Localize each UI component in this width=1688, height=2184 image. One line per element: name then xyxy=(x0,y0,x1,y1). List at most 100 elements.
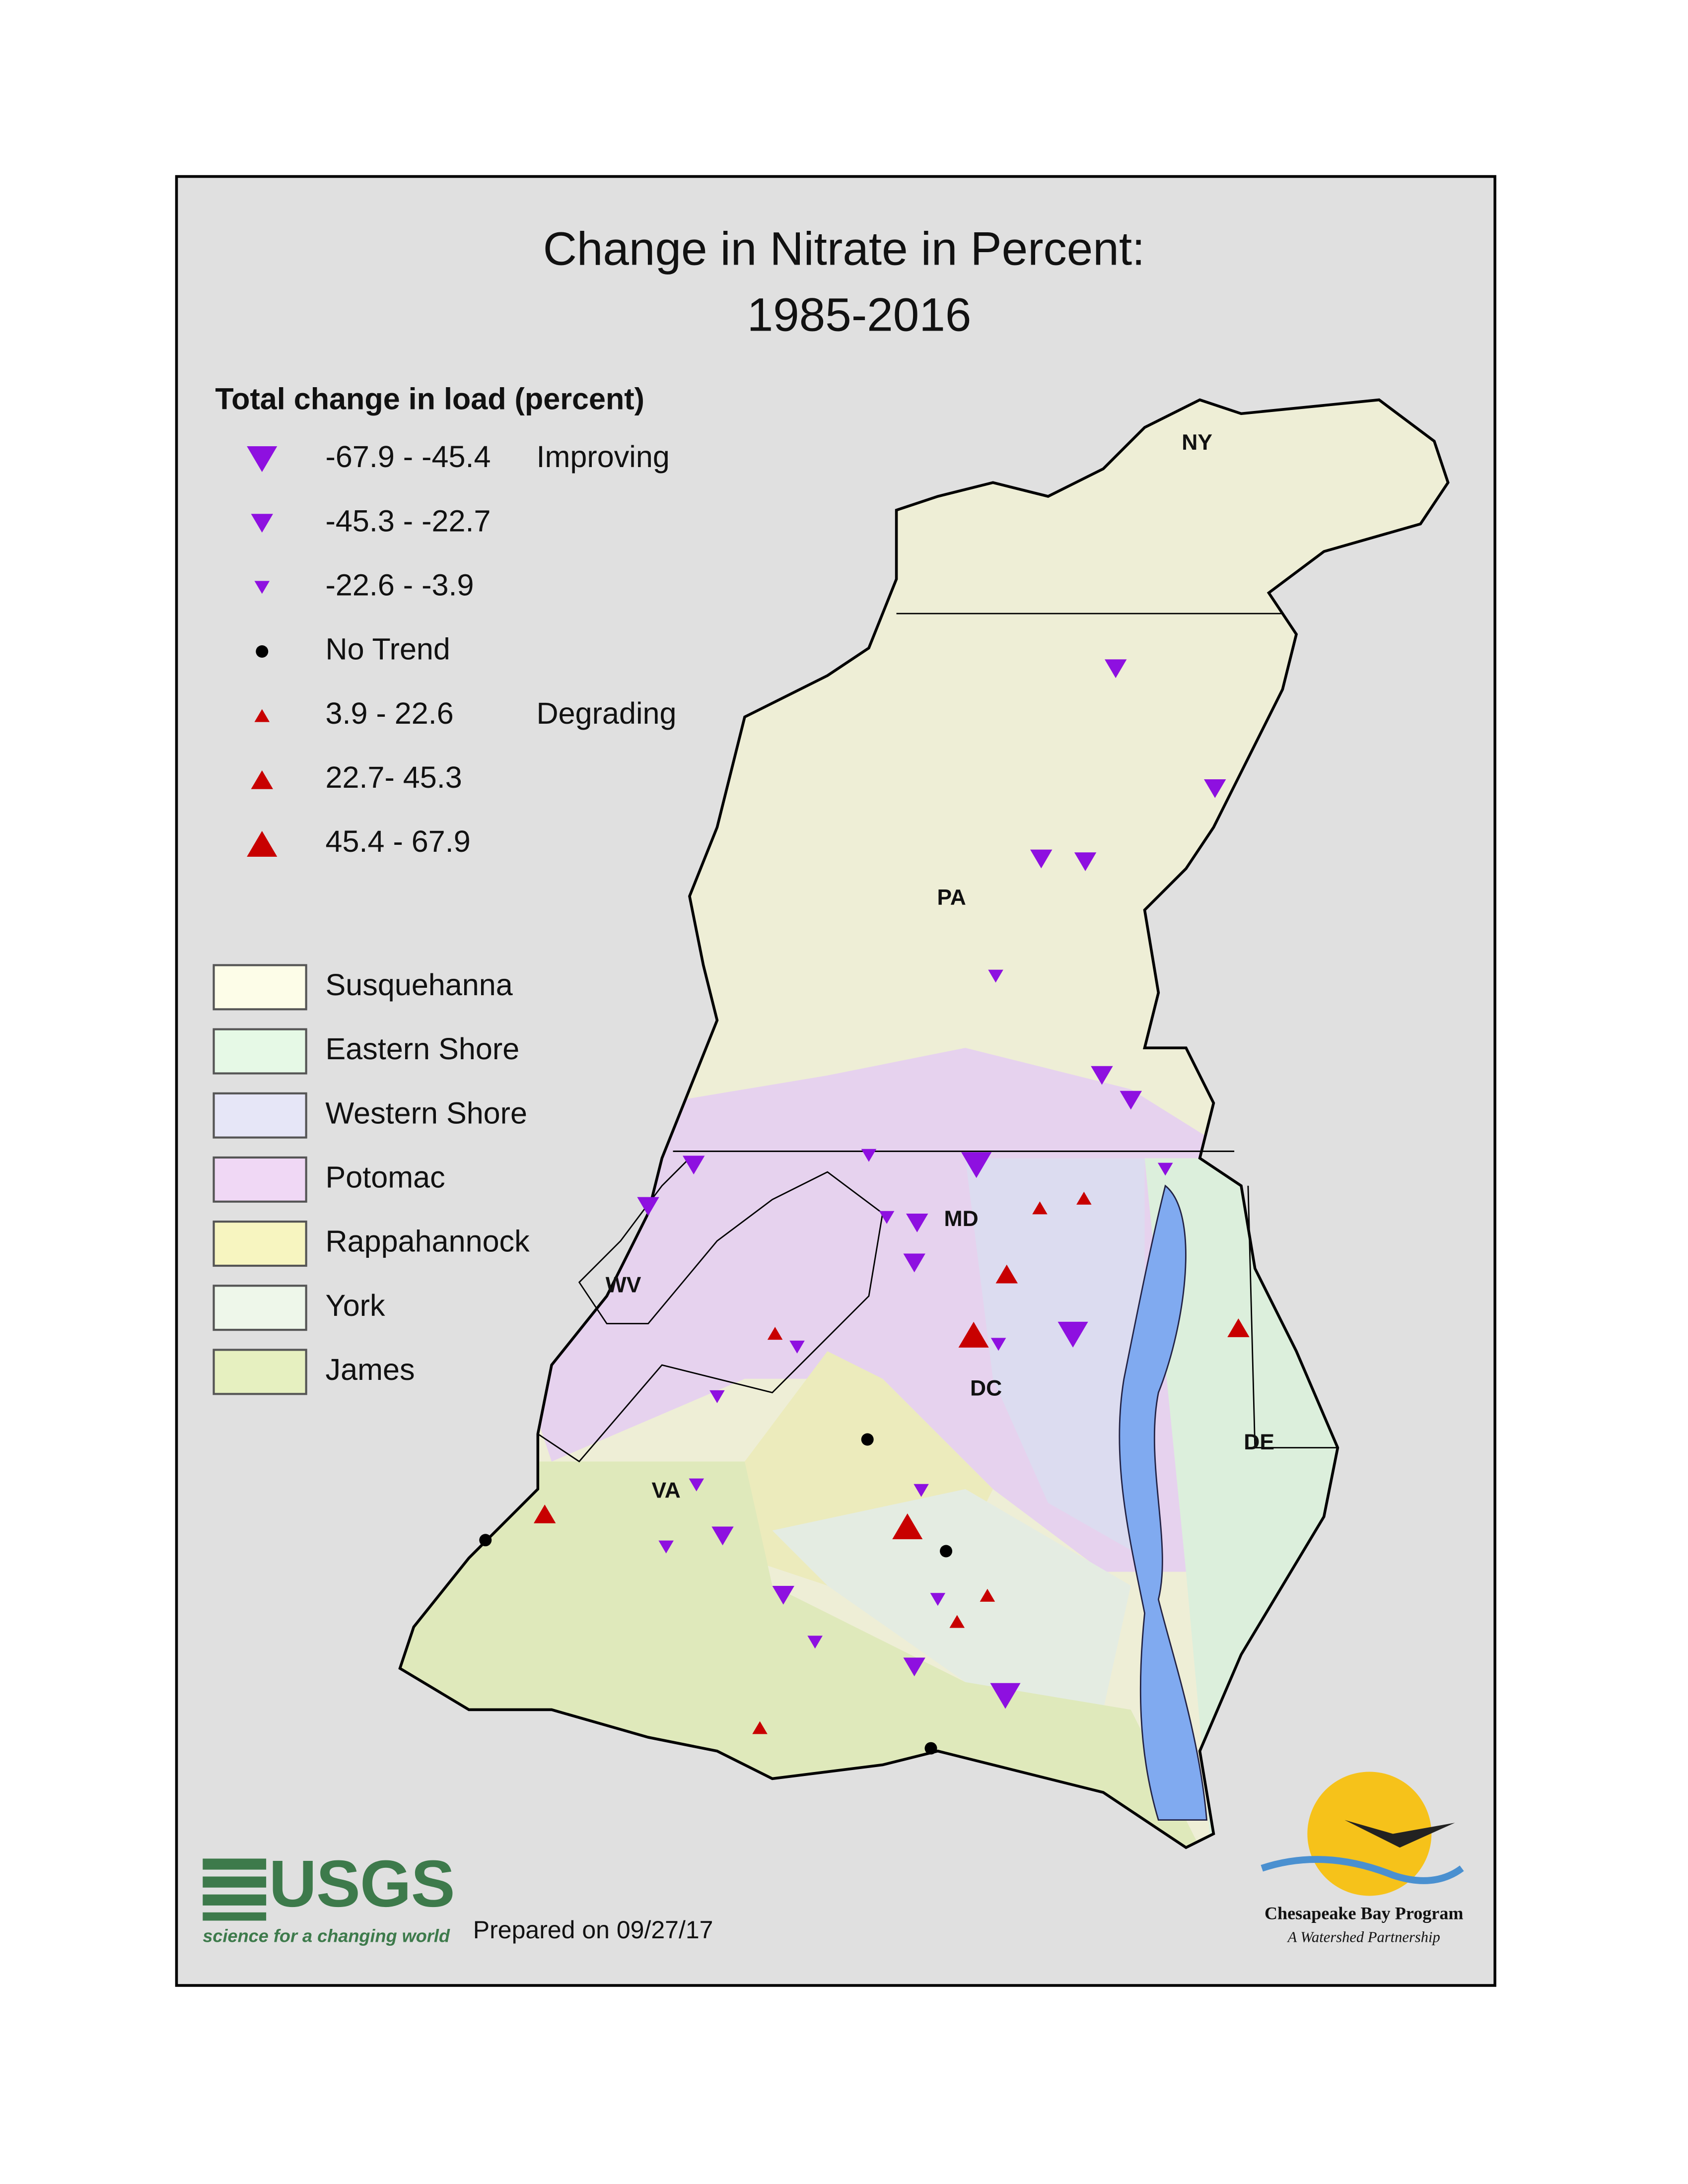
site-marker xyxy=(861,1433,874,1446)
site-marker xyxy=(903,1253,925,1273)
usgs-waves xyxy=(203,1858,267,1921)
usgs-tagline: science for a changing world xyxy=(203,1925,450,1946)
site-marker xyxy=(767,1327,783,1340)
site-marker xyxy=(637,1197,659,1216)
site-marker xyxy=(930,1593,946,1606)
cbp-wave xyxy=(1261,1856,1464,1884)
site-marker xyxy=(1120,1091,1142,1110)
state-label: NY xyxy=(1182,430,1212,455)
site-marker xyxy=(990,1338,1006,1351)
basin-name: Potomac xyxy=(326,1160,445,1194)
state-label: DE xyxy=(1244,1430,1274,1454)
site-marker xyxy=(1204,779,1226,798)
site-marker xyxy=(1227,1318,1250,1337)
site-marker xyxy=(1030,849,1053,869)
basin-swatch xyxy=(212,1092,307,1139)
basin-name: Western Shore xyxy=(326,1096,527,1130)
site-marker xyxy=(683,1156,705,1175)
wv-border xyxy=(537,1158,884,1463)
state-label: MD xyxy=(944,1207,979,1231)
site-marker xyxy=(906,1214,928,1232)
basin-outline xyxy=(398,398,1450,1849)
legend-note: Improving xyxy=(537,440,670,474)
site-marker xyxy=(988,969,1003,983)
legend-range: -45.3 - -22.7 xyxy=(326,504,491,538)
legend-range: 22.7- 45.3 xyxy=(326,760,462,794)
site-marker xyxy=(772,1585,794,1605)
legend-symbol xyxy=(251,514,273,533)
chesapeake-bay xyxy=(1119,1184,1208,1821)
site-marker xyxy=(879,1211,895,1224)
legend-range: 3.9 - 22.6 xyxy=(326,696,454,730)
site-marker xyxy=(1074,852,1097,871)
site-markers xyxy=(479,659,1250,1755)
western-shore-area xyxy=(965,1158,1145,1558)
cbp-sun xyxy=(1307,1772,1432,1896)
site-marker xyxy=(1157,1162,1173,1176)
usgs-logo: USGS science for a changing world xyxy=(203,1847,455,1946)
basin-swatch xyxy=(212,1285,307,1331)
site-marker xyxy=(1057,1321,1088,1348)
site-marker xyxy=(1076,1191,1092,1205)
legend-note: Degrading xyxy=(537,696,677,730)
cbp-name: Chesapeake Bay Program xyxy=(1265,1904,1464,1923)
legend-range: No Trend xyxy=(326,632,450,666)
site-marker xyxy=(949,1615,965,1628)
prepared-date: Prepared on 09/27/17 xyxy=(473,1916,713,1944)
state-borders xyxy=(537,613,1338,1463)
site-marker xyxy=(709,1390,725,1403)
legend-symbol xyxy=(247,831,278,857)
cbp-tagline: A Watershed Partnership xyxy=(1287,1929,1440,1946)
legend-symbol xyxy=(256,645,269,658)
basin-legend: Susquehanna Eastern Shore Western Shore Pot… xyxy=(212,964,530,1395)
site-marker xyxy=(1105,659,1127,679)
site-marker xyxy=(752,1721,768,1734)
basin-swatch xyxy=(212,964,307,1011)
legend-symbol xyxy=(247,446,278,472)
basin-swatch xyxy=(212,1028,307,1075)
cbp-bird xyxy=(1344,1820,1455,1848)
site-marker xyxy=(914,1484,929,1497)
cbp-logo: Chesapeake Bay Program A Watershed Partn… xyxy=(1261,1772,1464,1946)
basin-name: Eastern Shore xyxy=(326,1032,520,1066)
site-marker xyxy=(980,1588,995,1602)
site-marker xyxy=(689,1478,704,1492)
title-line: 1985-2016 xyxy=(747,289,972,341)
legend-range: 45.4 - 67.9 xyxy=(326,824,471,858)
basin-name: York xyxy=(326,1289,385,1322)
site-marker xyxy=(995,1264,1018,1284)
legend-range: -22.6 - -3.9 xyxy=(326,568,474,602)
legend-heading: Total change in load (percent) xyxy=(215,382,644,415)
state-labels: NY PA MD WV DC DE VA xyxy=(606,430,1274,1502)
site-marker xyxy=(711,1526,734,1546)
site-marker xyxy=(903,1657,925,1677)
state-label: WV xyxy=(606,1273,641,1297)
site-marker xyxy=(1091,1066,1113,1085)
basin-name: Susquehanna xyxy=(326,968,513,1002)
legend-range: -67.9 - -45.4 xyxy=(326,440,491,474)
site-marker xyxy=(534,1504,556,1523)
legend-symbol xyxy=(254,709,270,722)
state-label: DC xyxy=(970,1376,1002,1401)
basin-swatch xyxy=(212,1156,307,1203)
basin-swatch xyxy=(212,1221,307,1267)
de-border xyxy=(1247,1185,1338,1449)
basin-name: Rappahannock xyxy=(326,1225,530,1258)
title-line: Change in Nitrate in Percent: xyxy=(543,223,1145,275)
site-marker xyxy=(658,1540,674,1554)
trend-legend: -67.9 - -45.4 Improving -45.3 - -22.7 -22.6… xyxy=(247,440,677,858)
site-marker xyxy=(990,1683,1021,1709)
site-marker xyxy=(807,1636,823,1649)
site-marker xyxy=(892,1513,923,1539)
site-marker xyxy=(961,1152,992,1178)
site-marker xyxy=(958,1321,989,1348)
legend-symbol xyxy=(251,770,273,789)
state-label: PA xyxy=(937,886,966,910)
site-marker xyxy=(789,1340,805,1354)
site-marker xyxy=(940,1545,953,1558)
site-marker xyxy=(861,1149,877,1162)
basin-swatch xyxy=(212,1349,307,1395)
basin-name: James xyxy=(326,1353,415,1386)
